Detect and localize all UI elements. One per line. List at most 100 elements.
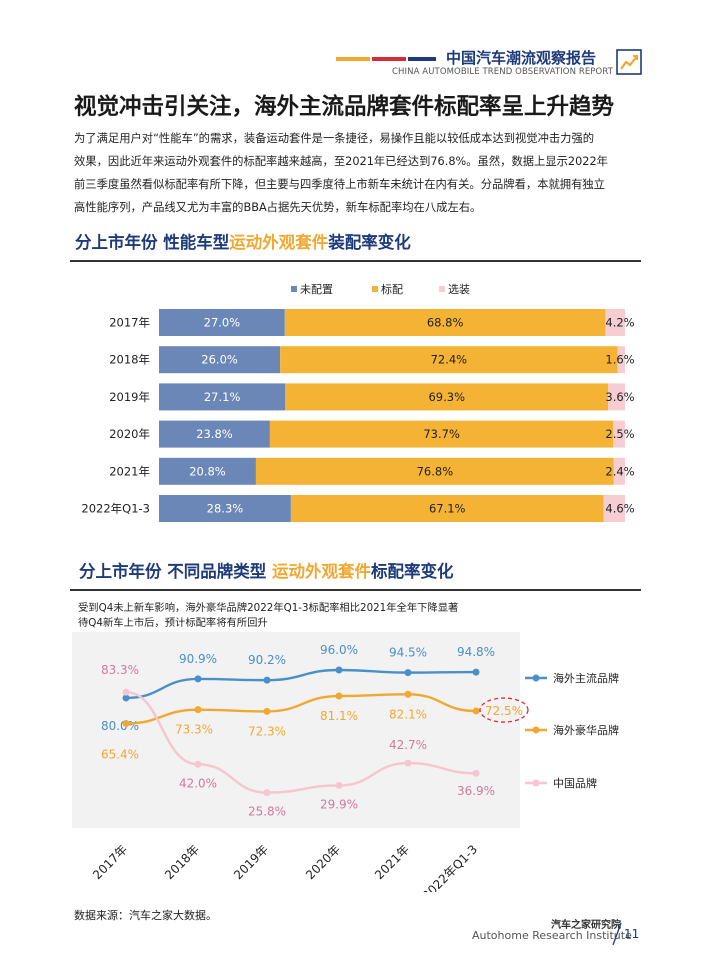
- stacked-bar-chart: 未配置 标配 选装 2017年 27.0% 68.8% 4.2% 2018年 26.0% 72.4…: [81, 282, 635, 522]
- section2-title: 分上市年份 不同品牌类型 运动外观套件标配率变化: [79, 558, 454, 582]
- category-label: 2017年: [109, 316, 150, 330]
- data-source: 数据来源：汽车之家大数据。: [74, 909, 217, 922]
- data-label: 72.3%: [248, 724, 286, 738]
- data-label: 1.6%: [605, 353, 634, 367]
- data-label: 94.8%: [457, 645, 495, 659]
- header-line-red: [372, 57, 406, 61]
- data-label: 23.8%: [196, 427, 233, 441]
- bar-segment: [613, 420, 625, 448]
- data-label: 42.7%: [389, 738, 427, 752]
- legend-swatch: [291, 286, 297, 292]
- chart-note-line: 受到Q4未上新车影响，海外豪华品牌2022年Q1-3标配率相比2021年全年下降…: [78, 602, 459, 614]
- highlight-ring: [479, 697, 529, 723]
- data-label: 29.9%: [320, 797, 358, 811]
- paragraph-line: 高性能序列，产品线又尤为丰富的BBA占据先天优势，新车标配率均在八成左右。: [74, 201, 482, 214]
- bar-segment: [284, 309, 606, 336]
- data-label: 94.5%: [389, 646, 427, 660]
- x-tick-label: 2022年Q1-3: [420, 842, 481, 892]
- bar-segment: [255, 457, 614, 485]
- trend-chart-icon: [616, 49, 642, 75]
- header-line-orange: [336, 57, 370, 61]
- data-label: 36.9%: [457, 784, 495, 798]
- data-point: [335, 781, 343, 789]
- data-label: 65.4%: [101, 747, 139, 761]
- section1-title: 分上市年份 性能车型运动外观套件装配率变化: [75, 229, 411, 253]
- data-point: [472, 707, 480, 715]
- data-point: [194, 706, 202, 714]
- data-point: [472, 668, 480, 676]
- x-tick-label: 2017年: [90, 842, 130, 882]
- data-label: 25.8%: [248, 805, 286, 819]
- data-label: 72.5%: [485, 704, 523, 718]
- page-title: 视觉冲击引关注，海外主流品牌套件标配率呈上升趋势: [74, 94, 615, 120]
- data-point: [194, 675, 202, 683]
- bar-segment: [285, 383, 609, 411]
- data-point: [263, 676, 271, 684]
- data-point: [122, 688, 130, 696]
- data-point: [472, 769, 480, 777]
- bar-segment: [290, 495, 604, 522]
- data-label: 27.0%: [204, 316, 241, 330]
- chart-note-line: 待Q4新车上市后，预计标配率将有所回升: [78, 617, 268, 629]
- bar-segment: [605, 309, 625, 336]
- legend-marker: [532, 726, 540, 734]
- data-point: [122, 694, 130, 702]
- bar-segment: [603, 495, 625, 522]
- chart-note: 受到Q4未上新车影响，海外豪华品牌2022年Q1-3标配率相比2021年全年下降…: [78, 601, 458, 631]
- data-label: 67.1%: [429, 502, 466, 516]
- x-tick-label: 2021年: [372, 842, 412, 882]
- line-chart: 80.0% 90.9% 90.2% 96.0% 94.5% 94.8% 海外主流品牌 65.4…: [90, 643, 619, 892]
- category-label: 2022年Q1-3: [81, 502, 150, 516]
- data-label: 3.6%: [605, 390, 634, 404]
- footer-org-en: Autohome Research Institute: [472, 929, 632, 942]
- data-label: 82.1%: [389, 707, 427, 721]
- data-label: 2.5%: [605, 427, 634, 441]
- intro-paragraph: 为了满足用户对“性能车”的需求，装备运动套件是一条捷径，易操作且能以较低成本达到…: [74, 127, 646, 219]
- data-label: 80.0%: [101, 719, 139, 733]
- bar-segment: [613, 457, 625, 485]
- data-point: [404, 690, 412, 698]
- data-label: 27.1%: [204, 390, 241, 404]
- x-tick-label: 2019年: [231, 842, 271, 882]
- legend-label: 中国品牌: [553, 776, 597, 790]
- bar-segment: [159, 309, 285, 336]
- legend-swatch: [439, 286, 445, 292]
- bar-segment: [159, 420, 270, 448]
- bar-segment: [159, 495, 291, 522]
- data-point: [263, 707, 271, 715]
- data-label: 96.0%: [320, 643, 358, 657]
- bar-segment: [159, 383, 286, 411]
- data-label: 4.6%: [605, 502, 634, 516]
- legend-label: 未配置: [300, 283, 333, 296]
- section2-title-part2: 标配率变化: [371, 562, 454, 581]
- bar-segment: [159, 346, 281, 374]
- data-label: 83.3%: [101, 663, 139, 677]
- bar-segment: [608, 383, 625, 411]
- legend-label: 海外豪华品牌: [553, 723, 619, 737]
- legend-marker: [532, 779, 540, 787]
- footer-slash: [612, 922, 622, 946]
- legend-marker: [532, 674, 540, 682]
- data-label: 73.3%: [175, 723, 213, 737]
- report-title: 中国汽车潮流观察报告: [446, 49, 597, 67]
- data-label: 42.0%: [179, 776, 217, 790]
- series-line: [125, 693, 477, 725]
- data-label: 73.7%: [423, 427, 460, 441]
- data-label: 69.3%: [428, 390, 465, 404]
- category-label: 2021年: [109, 464, 150, 478]
- data-label: 90.9%: [179, 652, 217, 666]
- paragraph-line: 为了满足用户对“性能车”的需求，装备运动套件是一条捷径，易操作且能以较低成本达到…: [74, 132, 595, 145]
- legend-swatch: [372, 286, 378, 292]
- data-point: [194, 760, 202, 768]
- category-label: 2019年: [109, 390, 150, 404]
- bar-segment: [159, 457, 256, 485]
- paragraph-line: 效果，因此近年来运动外观套件的标配率越来越高，至2021年已经达到76.8%。虽…: [74, 155, 608, 168]
- section2-title-highlight: 运动外观套件: [272, 562, 371, 581]
- x-tick-label: 2020年: [303, 842, 343, 882]
- data-label: 4.2%: [605, 316, 634, 330]
- data-point: [404, 669, 412, 677]
- report-subtitle: CHINA AUTOMOBILE TREND OBSERVATION REPOR…: [392, 67, 613, 77]
- legend-label: 标配: [381, 282, 403, 296]
- data-label: 90.2%: [248, 653, 286, 667]
- section2-divider: [70, 589, 641, 591]
